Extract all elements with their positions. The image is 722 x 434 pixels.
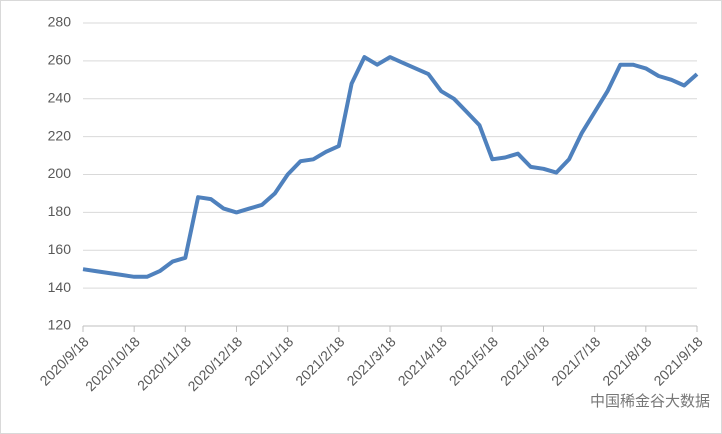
y-tick-label: 180 [48, 203, 72, 219]
line-series [82, 55, 699, 279]
y-tick-label: 200 [48, 165, 72, 181]
y-tick-label: 220 [48, 127, 72, 143]
y-tick-label: 280 [48, 14, 72, 30]
y-tick-label: 260 [48, 52, 72, 68]
y-tick-label: 160 [48, 241, 72, 257]
y-tick-label: 240 [48, 89, 72, 105]
y-tick-label: 140 [48, 279, 72, 295]
watermark: 中国稀金谷大数据 [590, 393, 710, 410]
y-tick-label: 120 [48, 317, 72, 333]
